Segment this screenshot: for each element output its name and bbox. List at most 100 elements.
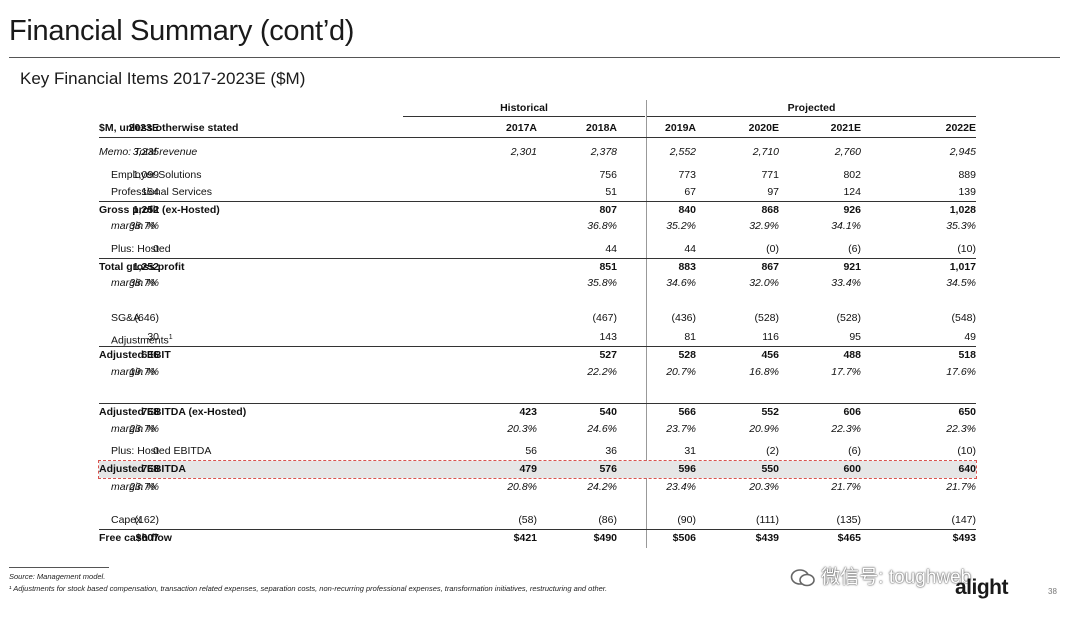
cell: 768 [141, 406, 159, 418]
cell: 44 [605, 243, 617, 255]
cell: 31 [684, 445, 696, 457]
cell: (135) [836, 514, 861, 526]
cell: 576 [599, 463, 617, 475]
cell: 34.5% [946, 277, 976, 289]
cell: 22.3% [946, 423, 976, 435]
cell: 51 [605, 186, 617, 198]
cell: 35.8% [587, 277, 617, 289]
row-label: margin % [111, 277, 156, 289]
year-header: 2021E [830, 122, 861, 134]
row-label: Adjustments1 [99, 329, 173, 350]
cell: 540 [599, 406, 617, 418]
table-row: margin % 36.8% 35.2% 32.9% 34.1% 35.3% 3… [99, 218, 976, 235]
cell: 56 [525, 445, 537, 457]
cell: $607 [135, 532, 159, 544]
projection-divider [646, 100, 647, 548]
cell: 840 [678, 204, 696, 216]
page-number: 38 [1048, 587, 1057, 596]
table-row: margin % 22.2% 20.7% 16.8% 17.7% 17.6% 1… [99, 364, 976, 381]
wechat-icon [790, 568, 816, 588]
cell: 488 [843, 349, 861, 361]
year-header: 2017A [506, 122, 537, 134]
cell: 139 [958, 186, 976, 198]
cell: 921 [843, 261, 861, 273]
table-row: margin % 20.3% 24.6% 23.7% 20.9% 22.3% 2… [99, 421, 976, 438]
cell: (646) [134, 312, 159, 324]
cell: 20.9% [749, 423, 779, 435]
group-header-historical: Historical [403, 100, 645, 117]
cell: 95 [849, 331, 861, 343]
cell: 23.4% [666, 481, 696, 493]
cell: 35.2% [666, 220, 696, 232]
table-row: Memo: Total revenue 2,301 2,378 2,552 2,… [99, 144, 976, 161]
year-header: 2019A [665, 122, 696, 134]
row-label: Capex [111, 514, 142, 526]
cell: $506 [672, 532, 696, 544]
cell: 868 [761, 204, 779, 216]
cell: 2,378 [590, 146, 617, 158]
row-label: Plus: Hosted [111, 243, 171, 255]
row-label: Free cash flow [99, 532, 172, 544]
table-row: Adjusted EBITDA (ex-Hosted) 423 540 566 … [99, 403, 976, 421]
cell: 38.7% [129, 277, 159, 289]
table-row: Employer Solutions 756 773 771 802 889 1… [99, 167, 976, 184]
cell: 2,760 [834, 146, 861, 158]
table-row: margin % 35.8% 34.6% 32.0% 33.4% 34.5% 3… [99, 275, 976, 292]
cell: 23.7% [666, 423, 696, 435]
cell: (6) [848, 243, 861, 255]
cell: $490 [593, 532, 617, 544]
row-label: SG&A [111, 312, 141, 324]
cell: 143 [599, 331, 617, 343]
cell: $465 [837, 532, 861, 544]
cell: 22.3% [831, 423, 861, 435]
cell: (86) [598, 514, 617, 526]
cell: 550 [761, 463, 779, 475]
cell: 17.6% [946, 366, 976, 378]
cell: 1,028 [949, 204, 976, 216]
row-label: Employer Solutions [111, 169, 202, 181]
cell: 154 [141, 186, 159, 198]
header-label: $M, unless otherwise stated [99, 122, 239, 134]
cell: (528) [754, 312, 779, 324]
cell: 552 [761, 406, 779, 418]
cell: 20.3% [507, 423, 537, 435]
cell: 116 [762, 331, 779, 343]
cell: 527 [599, 349, 617, 361]
cell: 36 [605, 445, 617, 457]
year-header: 2018A [586, 122, 617, 134]
table-row: Gross profit (ex-Hosted) 807 840 868 926… [99, 201, 976, 219]
cell: 756 [599, 169, 617, 181]
cell: 23.7% [129, 423, 159, 435]
cell: 1,252 [132, 261, 159, 273]
cell: (147) [951, 514, 976, 526]
cell: (6) [848, 445, 861, 457]
cell: $493 [952, 532, 976, 544]
cell: 3,235 [132, 146, 159, 158]
table-row: Capex (58) (86) (90) (111) (135) (147) (… [99, 512, 976, 529]
row-label: margin % [111, 481, 156, 493]
year-header: 2020E [748, 122, 779, 134]
row-label: Adjusted EBITDA [99, 463, 186, 475]
cell: 44 [684, 243, 696, 255]
table-row: margin % 20.8% 24.2% 23.4% 20.3% 21.7% 2… [99, 479, 976, 496]
cell: 81 [684, 331, 696, 343]
cell: 1,252 [132, 204, 159, 216]
cell: 479 [519, 463, 537, 475]
page-title: Financial Summary (cont’d) [9, 15, 355, 47]
cell: 36.8% [587, 220, 617, 232]
cell: (10) [957, 445, 976, 457]
company-logo: alight [955, 576, 1009, 599]
table-row: Adjusted EBIT 527 528 456 488 518 636 [99, 346, 976, 364]
cell: 518 [958, 349, 976, 361]
cell: 867 [761, 261, 779, 273]
cell: 33.4% [831, 277, 861, 289]
cell: 0 [153, 243, 159, 255]
cell: 0 [153, 445, 159, 457]
footnote-marker: 1 [168, 334, 173, 341]
cell: 771 [761, 169, 779, 181]
cell: 20.7% [666, 366, 696, 378]
cell: (436) [671, 312, 696, 324]
cell: 34.6% [666, 277, 696, 289]
cell: 596 [678, 463, 696, 475]
cell: 23.7% [129, 481, 159, 493]
